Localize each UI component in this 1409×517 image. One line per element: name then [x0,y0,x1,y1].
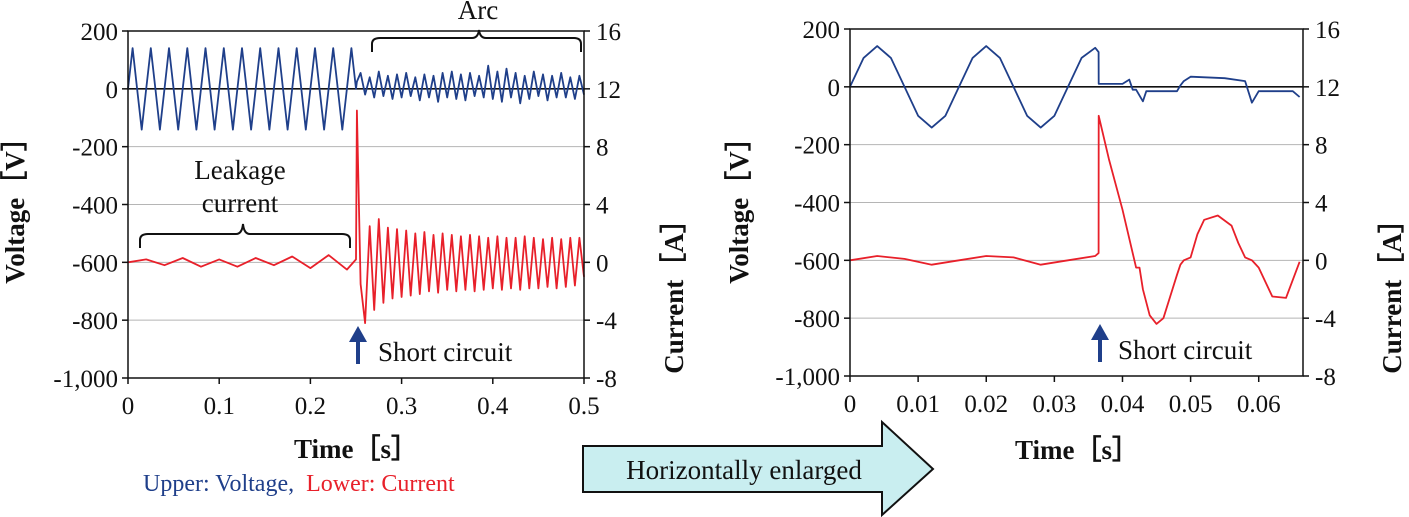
chart-left: 200 0 -200 -400 -600 -800 -1,000 16 12 8 4 0 -4 -8 0 0.… [0,0,689,497]
right-y2-tick-label: 16 [1315,17,1340,44]
right-tick-labels: 200 0 -200 -400 -600 -800 -1,000 16 12 8 4 0 -4 -8 0 0.… [775,17,1340,418]
arc-brace [371,29,582,52]
left-y2-tick-label: 0 [596,250,609,277]
caption: Upper: Voltage, Lower: Current [143,471,455,497]
right-voltage-series-line [849,45,1301,129]
right-y2-tick-label: 12 [1315,75,1340,102]
left-y2-tick-label: 12 [596,77,621,104]
right-y2-axis-title: Current［A］ [1377,206,1407,373]
left-y-tick-label: -600 [72,250,118,277]
leakage-brace [139,223,351,248]
left-tick-labels: 200 0 -200 -400 -600 -800 -1,000 16 12 8 4 0 -4 -8 0 0.… [53,19,621,420]
left-y-tick-label: -800 [72,308,118,335]
leakage-current-label-line2: current [202,188,279,218]
right-y-tick-label: -600 [794,248,840,275]
left-x-tick-label: 0.5 [568,393,599,420]
left-x-tick-label: 0.2 [295,393,326,420]
left-y2-tick-label: -8 [596,366,617,393]
right-y2-tick-label: -4 [1315,306,1336,333]
left-y-tick-label: -200 [72,135,118,162]
left-y-axis-title: Voltage［V］ [0,124,30,284]
left-x-tick-label: 0.4 [477,393,509,420]
left-x-tick-label: 0 [122,393,135,420]
left-y-tick-label: -400 [72,193,118,220]
right-short-circuit-label: Short circuit [1118,335,1253,365]
left-current-series-line [127,109,585,325]
right-gridlines [850,28,1303,377]
short-circuit-arrow-icon [349,326,367,364]
right-y-tick-label: 0 [828,75,841,102]
right-x-tick-label: 0.01 [896,391,940,418]
left-plot-lines [127,47,585,325]
left-y-tick-label: 0 [106,77,119,104]
right-plot-lines [849,45,1301,325]
right-x-tick-label: 0.02 [964,391,1008,418]
right-x-tick-label: 0.03 [1032,391,1076,418]
chart-right: 200 0 -200 -400 -600 -800 -1,000 16 12 8 4 0 -4 -8 0 0.… [724,17,1407,465]
right-y-tick-label: -800 [794,306,840,333]
arc-label: Arc [458,0,498,25]
right-y-axis-title: Voltage［V］ [724,124,754,284]
right-y-tick-label: -1,000 [775,364,840,391]
left-y2-tick-label: 4 [596,193,609,220]
right-x-tick-label: 0.06 [1237,391,1281,418]
horizontally-enlarged-arrow: Horizontally enlarged [582,419,935,517]
left-short-circuit-label: Short circuit [378,337,513,367]
left-y2-tick-label: 8 [596,135,609,162]
caption-lower: Lower: Current [306,471,455,497]
right-y2-tick-label: -8 [1315,364,1336,391]
short-circuit-arrow-icon [1091,324,1109,362]
right-y-tick-label: -200 [794,133,840,160]
right-y2-tick-label: 8 [1315,133,1328,160]
enlarge-arrow-label: Horizontally enlarged [626,455,862,485]
right-y-tick-label: 200 [803,17,841,44]
right-x-tick-label: 0.05 [1169,391,1213,418]
right-x-tick-label: 0.04 [1101,391,1145,418]
right-x-axis-title: Time［s］ [1015,435,1139,465]
left-x-tick-label: 0.1 [204,393,235,420]
left-y2-tick-label: -4 [596,308,617,335]
caption-upper: Upper: Voltage, [143,471,294,497]
left-y2-axis-title: Current［A］ [659,206,689,373]
right-current-series-line [849,114,1301,325]
left-y2-tick-label: 16 [596,19,621,46]
leakage-current-label-line1: Leakage [194,155,285,185]
left-y-tick-label: 200 [81,19,119,46]
left-x-tick-label: 0.3 [386,393,417,420]
right-x-tick-label: 0 [844,391,857,418]
left-x-axis-title: Time［s］ [294,434,418,464]
left-voltage-series-line [127,47,585,131]
right-y2-tick-label: 4 [1315,191,1328,218]
left-y-tick-label: -1,000 [53,366,118,393]
right-y-tick-label: -400 [794,191,840,218]
right-y2-tick-label: 0 [1315,248,1328,275]
enlarge-arrow-shape [582,419,935,517]
